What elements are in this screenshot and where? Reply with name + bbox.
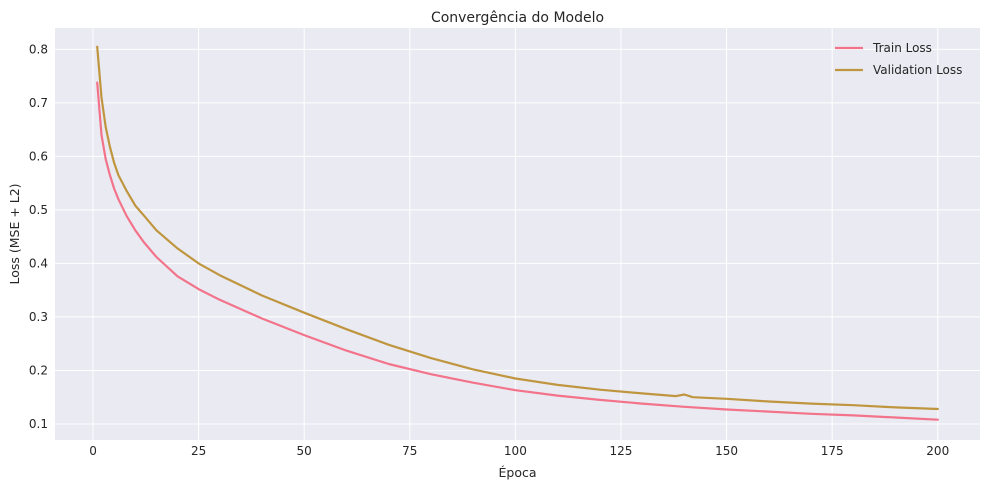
validation-loss-line [96, 45, 939, 411]
x-tick-label: 50 [297, 444, 312, 458]
y-tick-label: 0.6 [29, 149, 48, 163]
x-tick-label: 200 [926, 444, 949, 458]
legend-label-train: Train Loss [872, 41, 932, 55]
grid [55, 28, 980, 440]
series-lines [96, 45, 939, 421]
y-tick-label: 0.3 [29, 310, 48, 324]
y-tick-label: 0.1 [29, 417, 48, 431]
y-tick-label: 0.8 [29, 42, 48, 56]
legend-label-validation: Validation Loss [873, 63, 962, 77]
y-tick-labels: 0.1 0.2 0.3 0.4 0.5 0.6 0.7 0.8 [29, 42, 48, 431]
y-tick-label: 0.2 [29, 363, 48, 377]
x-tick-label: 125 [610, 444, 633, 458]
y-tick-label: 0.5 [29, 203, 48, 217]
x-tick-label: 25 [191, 444, 206, 458]
x-tick-label: 175 [821, 444, 844, 458]
x-axis-title: Época [498, 465, 536, 480]
x-tick-label: 0 [89, 444, 97, 458]
chart-title: Convergência do Modelo [431, 10, 604, 26]
legend: Train Loss Validation Loss [835, 41, 962, 77]
x-tick-label: 150 [715, 444, 738, 458]
train-loss-line [96, 81, 939, 421]
plot-area [55, 28, 980, 440]
x-tick-labels: 0 25 50 75 100 125 150 175 200 [89, 444, 949, 458]
x-tick-label: 100 [504, 444, 527, 458]
y-axis-title: Loss (MSE + L2) [7, 183, 22, 284]
y-tick-label: 0.7 [29, 96, 48, 110]
x-tick-label: 75 [402, 444, 417, 458]
y-tick-label: 0.4 [29, 256, 48, 270]
